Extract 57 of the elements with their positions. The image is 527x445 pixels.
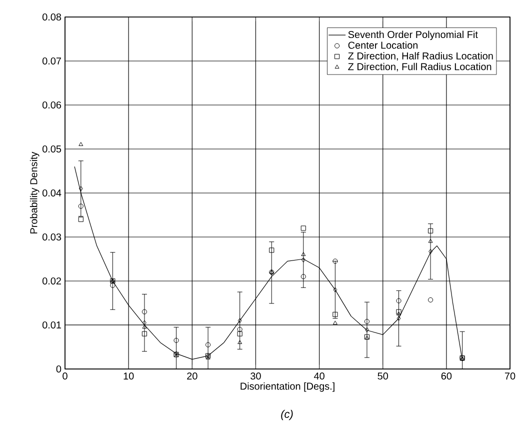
point <box>238 318 242 324</box>
legend-label: Z Direction, Full Radius Location <box>348 62 492 72</box>
y-tick-label: 0.03 <box>42 233 62 241</box>
x-tick-label: 60 <box>441 372 452 380</box>
point <box>300 226 306 231</box>
point <box>206 342 211 348</box>
point <box>300 274 306 280</box>
point <box>142 331 148 336</box>
x-tick-label: 10 <box>124 372 134 380</box>
point <box>110 282 116 288</box>
legend-label: Seventh Order Polynomial Fit <box>348 30 478 40</box>
point <box>78 216 84 222</box>
point <box>237 331 242 336</box>
y-tick-label: 0.05 <box>42 145 62 153</box>
point <box>142 320 146 326</box>
point <box>206 355 210 360</box>
legend-label: Z Direction, Half Radius Location <box>348 52 493 61</box>
point <box>428 248 433 254</box>
point <box>428 297 434 302</box>
legend-label: Center Location <box>348 41 418 49</box>
point <box>428 238 433 243</box>
point <box>269 248 274 253</box>
x-tick-label: 30 <box>250 372 261 380</box>
point <box>396 298 402 304</box>
y-axis-title: Probability Density <box>30 152 40 234</box>
point <box>396 309 402 314</box>
point <box>333 287 338 292</box>
text: (c) <box>281 410 293 420</box>
point <box>237 326 242 332</box>
point <box>301 252 306 256</box>
point <box>78 186 83 192</box>
point <box>396 311 401 316</box>
y-tick-label: 0.07 <box>42 57 61 65</box>
y-tick-label: 0.01 <box>42 321 62 329</box>
x-axis-title: Disorientation [Degs.] <box>240 382 334 392</box>
x-tick-label: 50 <box>378 372 388 380</box>
point <box>332 320 338 325</box>
x-tick-label: 20 <box>187 372 198 380</box>
x-tick-label: 70 <box>504 372 516 380</box>
point <box>365 327 369 332</box>
point <box>364 318 370 324</box>
y-tick-label: 0.06 <box>42 101 62 109</box>
y-tick-label: 0.04 <box>42 189 62 197</box>
y-tick-label: 0 <box>56 365 62 373</box>
y-tick-label: 0.08 <box>42 13 62 21</box>
point <box>238 340 242 344</box>
point <box>301 257 306 262</box>
point <box>428 228 434 234</box>
point <box>396 316 401 321</box>
point <box>142 324 147 329</box>
point <box>78 142 84 146</box>
x-tick-label: 0 <box>62 372 68 380</box>
y-tick-label: 0.02 <box>42 277 61 285</box>
x-tick-label: 40 <box>314 372 324 380</box>
point <box>174 338 179 343</box>
point <box>78 204 84 209</box>
point <box>142 309 148 314</box>
